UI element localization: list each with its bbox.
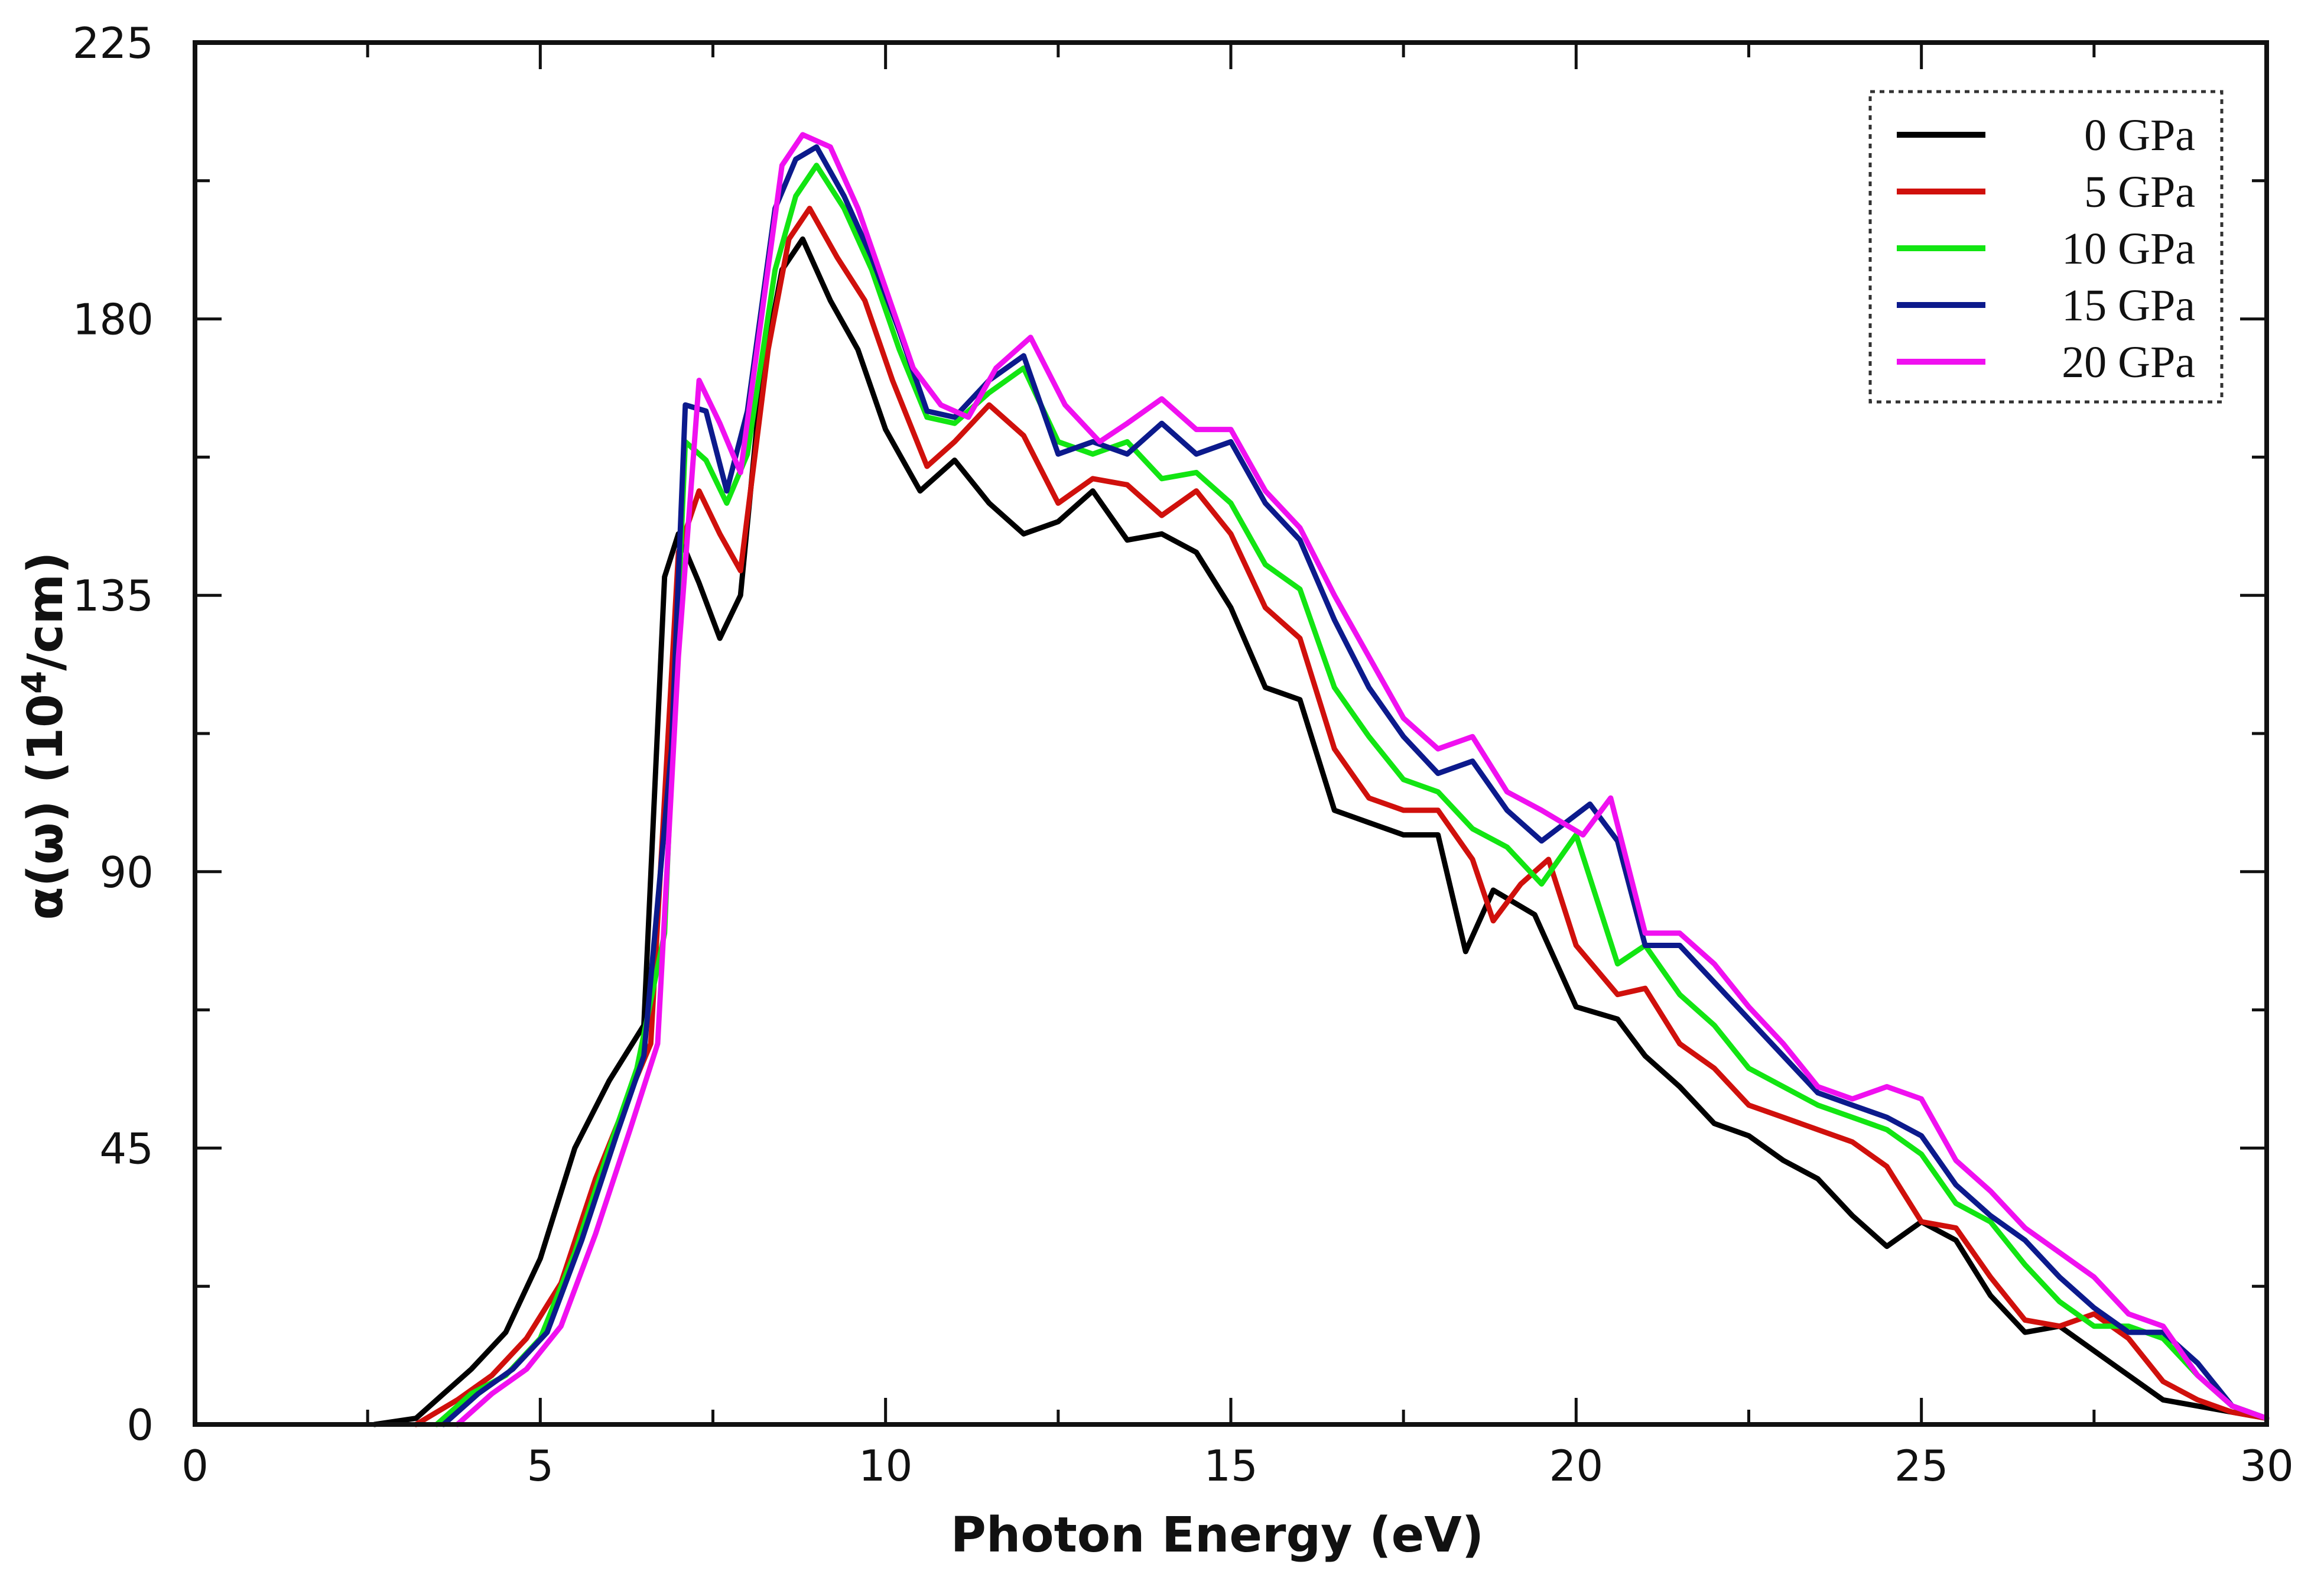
y-tick-label: 45 [99, 1124, 154, 1173]
x-axis-title: Photon Energy (eV) [951, 1507, 1484, 1563]
y-axis-title-main: α(ω) (10 [18, 694, 74, 920]
x-tick-label: 0 [181, 1441, 209, 1491]
x-tick-label: 10 [859, 1441, 913, 1491]
legend: 0 GPa 5 GPa 10 GPa 15 GPa 20 GPa [1868, 90, 2224, 404]
series-line-10-gpa [434, 163, 2270, 1427]
x-tick-label: 15 [1204, 1441, 1258, 1491]
series-line-5-gpa [413, 206, 2270, 1427]
y-tick-label: 225 [73, 18, 154, 68]
series-line-15-gpa [441, 144, 2270, 1427]
y-tick-label: 180 [73, 295, 154, 345]
y-axis-title-tail: /cm) [18, 551, 74, 670]
y-axis-title: α(ω) (104/cm) [15, 551, 74, 920]
legend-label: 10 GPa [2062, 224, 2195, 274]
y-tick-label: 0 [126, 1400, 154, 1450]
legend-label: 5 GPa [2084, 167, 2195, 217]
series-lines [372, 132, 2270, 1427]
x-tick-label: 5 [526, 1441, 554, 1491]
tick-labels: 0 5 10 15 20 25 30 0 45 90 135 180 225 [73, 18, 2294, 1491]
series-line-0-gpa [372, 236, 2270, 1427]
legend-label: 20 GPa [2062, 337, 2195, 387]
y-tick-label: 90 [99, 848, 154, 897]
legend-label: 15 GPa [2062, 281, 2195, 330]
series-line-20-gpa [454, 132, 2270, 1427]
x-tick-label: 25 [1894, 1441, 1949, 1491]
y-tick-label: 135 [73, 571, 154, 621]
y-axis-title-sup: 4 [15, 671, 54, 694]
legend-label: 0 GPa [2084, 111, 2195, 160]
x-tick-label: 20 [1549, 1441, 1604, 1491]
plot-frame [193, 40, 2269, 1427]
x-tick-label: 30 [2240, 1441, 2294, 1491]
